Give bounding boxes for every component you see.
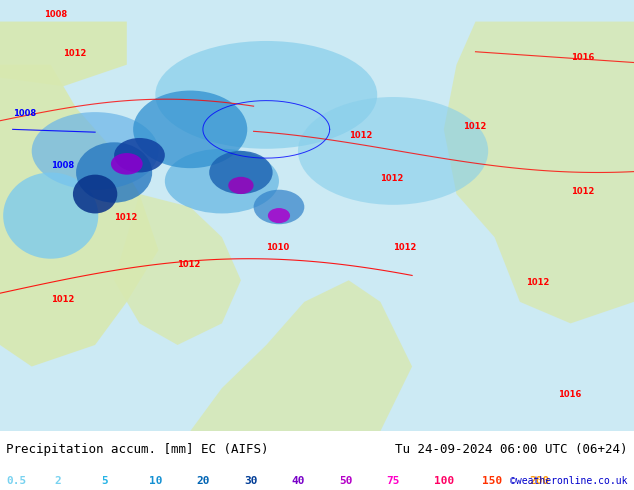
Text: 75: 75 — [387, 476, 400, 486]
Ellipse shape — [3, 172, 98, 259]
Text: ©weatheronline.co.uk: ©weatheronline.co.uk — [510, 476, 628, 486]
Text: 1008: 1008 — [13, 109, 36, 119]
Polygon shape — [0, 65, 158, 367]
Text: 1012: 1012 — [114, 213, 138, 222]
Ellipse shape — [165, 149, 279, 214]
Text: 1012: 1012 — [571, 187, 594, 196]
Polygon shape — [190, 280, 412, 431]
Text: 30: 30 — [244, 476, 257, 486]
Text: 1012: 1012 — [380, 174, 404, 183]
Text: 1012: 1012 — [349, 131, 372, 140]
Ellipse shape — [155, 41, 377, 149]
Ellipse shape — [73, 174, 117, 214]
Ellipse shape — [254, 190, 304, 224]
Ellipse shape — [228, 177, 254, 194]
Text: 1008: 1008 — [44, 10, 67, 19]
Text: Precipitation accum. [mm] EC (AIFS): Precipitation accum. [mm] EC (AIFS) — [6, 443, 269, 456]
Text: 1016: 1016 — [558, 390, 581, 399]
Ellipse shape — [32, 112, 158, 190]
Text: 1012: 1012 — [63, 49, 87, 58]
Text: 40: 40 — [292, 476, 305, 486]
Text: 1010: 1010 — [266, 243, 290, 252]
Text: Tu 24-09-2024 06:00 UTC (06+24): Tu 24-09-2024 06:00 UTC (06+24) — [395, 443, 628, 456]
Text: 200: 200 — [529, 476, 550, 486]
Text: 20: 20 — [197, 476, 210, 486]
Polygon shape — [444, 22, 634, 323]
Text: 0.5: 0.5 — [6, 476, 27, 486]
Ellipse shape — [111, 153, 143, 174]
Ellipse shape — [209, 151, 273, 194]
Text: 1012: 1012 — [463, 122, 486, 131]
Polygon shape — [114, 194, 241, 345]
Text: 1012: 1012 — [178, 260, 201, 270]
Text: 1016: 1016 — [571, 53, 594, 62]
Text: 50: 50 — [339, 476, 353, 486]
Ellipse shape — [268, 208, 290, 223]
Ellipse shape — [114, 138, 165, 172]
Text: 5: 5 — [101, 476, 108, 486]
Text: 1008: 1008 — [51, 161, 74, 170]
Text: 1012: 1012 — [51, 295, 74, 304]
Text: 1012: 1012 — [393, 243, 417, 252]
Ellipse shape — [133, 91, 247, 168]
Ellipse shape — [298, 97, 488, 205]
Text: 1012: 1012 — [526, 278, 550, 287]
Polygon shape — [0, 22, 127, 86]
Text: 150: 150 — [482, 476, 502, 486]
Text: 2: 2 — [54, 476, 61, 486]
Text: 10: 10 — [149, 476, 162, 486]
Text: 100: 100 — [434, 476, 455, 486]
Ellipse shape — [76, 142, 152, 203]
